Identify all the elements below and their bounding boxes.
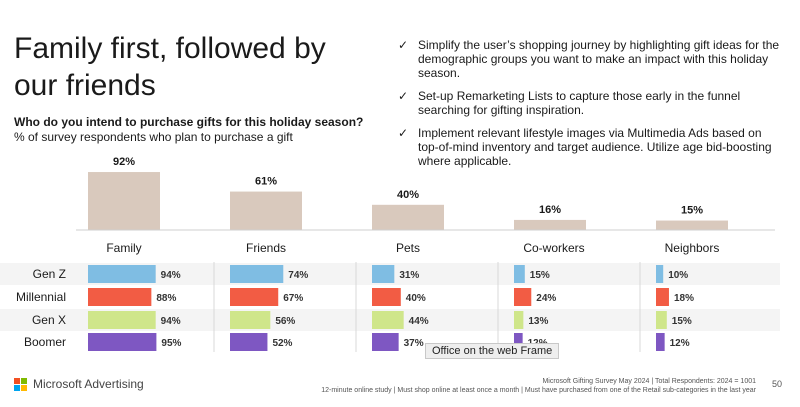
segment-bar <box>88 333 157 351</box>
total-bar <box>230 191 302 230</box>
segment-bar <box>514 265 525 283</box>
recommendation-item: ✓ Set-up Remarketing Lists to capture tho… <box>398 89 741 117</box>
category-label: Pets <box>396 241 420 255</box>
segment-bar <box>514 288 532 306</box>
slide-title: Family first, followed by our friends <box>14 32 326 102</box>
segment-label: Gen Z <box>33 267 66 281</box>
recommendation-item: ✓ Implement relevant lifestyle images via… <box>398 126 772 168</box>
segment-bar-label: 13% <box>528 316 548 327</box>
segment-bar-label: 12% <box>670 338 690 349</box>
segment-bar <box>230 311 271 329</box>
checkmark-icon: ✓ <box>398 38 409 52</box>
segment-bar-label: 88% <box>156 293 176 304</box>
total-bar <box>372 204 444 230</box>
segment-bar <box>372 311 404 329</box>
survey-subquestion: % of survey respondents who plan to purc… <box>14 130 293 144</box>
segment-label: Gen X <box>32 313 66 327</box>
total-bar-label: 16% <box>539 204 561 216</box>
page-number: 50 <box>771 379 782 389</box>
microsoft-advertising-logo: Microsoft Advertising <box>14 377 144 391</box>
segment-bar-label: 67% <box>283 293 303 304</box>
segment-bar-label: 10% <box>668 270 688 281</box>
category-label: Neighbors <box>665 241 720 255</box>
segment-bar <box>514 311 524 329</box>
segment-bar-label: 15% <box>530 270 550 281</box>
source-note: Microsoft Gifting Survey May 2024 | Tota… <box>321 378 756 394</box>
segment-bar-label: 40% <box>406 293 426 304</box>
segment-bar <box>88 311 156 329</box>
segment-bar <box>88 288 152 306</box>
segment-label: Millennial <box>16 290 66 304</box>
total-bar <box>88 172 160 230</box>
total-bar-label: 61% <box>255 176 277 188</box>
microsoft-logo-icon <box>14 377 27 391</box>
segment-bar-label: 37% <box>404 338 424 349</box>
segment-bar <box>656 265 664 283</box>
total-bar <box>656 220 728 230</box>
segment-bar-label: 94% <box>161 270 181 281</box>
segment-bar-label: 31% <box>399 270 419 281</box>
segment-bar-label: 18% <box>674 293 694 304</box>
frame-tooltip: Office on the web Frame <box>425 343 560 359</box>
segment-bar <box>88 265 156 283</box>
category-label: Co-workers <box>523 241 584 255</box>
total-bar-label: 92% <box>113 156 135 168</box>
segment-bar-label: 74% <box>288 270 308 281</box>
segment-bar-label: 24% <box>536 293 556 304</box>
segment-bar <box>230 333 268 351</box>
category-label: Family <box>106 241 141 255</box>
segment-bar <box>372 333 399 351</box>
segment-bar-label: 95% <box>161 338 181 349</box>
segment-label: Boomer <box>24 335 66 349</box>
segment-bar-label: 56% <box>275 316 295 327</box>
segment-bar-label: 15% <box>672 316 692 327</box>
segment-bar <box>372 265 395 283</box>
recommendation-item: ✓ Simplify the user’s shopping journey by… <box>398 38 780 80</box>
segment-bar <box>372 288 401 306</box>
total-bar <box>514 219 586 230</box>
checkmark-icon: ✓ <box>398 126 409 140</box>
total-bar-label: 15% <box>681 205 703 217</box>
segment-bar <box>230 265 284 283</box>
segment-bar-label: 52% <box>272 338 292 349</box>
segment-bar <box>230 288 279 306</box>
survey-question: Who do you intend to purchase gifts for … <box>14 115 364 129</box>
segment-bar-label: 94% <box>161 316 181 327</box>
total-bar-label: 40% <box>397 189 419 201</box>
segment-bar-label: 44% <box>409 316 429 327</box>
recommendation-list: ✓ Simplify the user’s shopping journey by… <box>394 38 784 177</box>
segment-bar <box>514 333 523 351</box>
checkmark-icon: ✓ <box>398 89 409 103</box>
segment-bar <box>656 333 665 351</box>
category-label: Friends <box>246 241 286 255</box>
brand-name: Microsoft Advertising <box>33 377 144 391</box>
segment-bar <box>656 288 669 306</box>
segment-bar <box>656 311 667 329</box>
